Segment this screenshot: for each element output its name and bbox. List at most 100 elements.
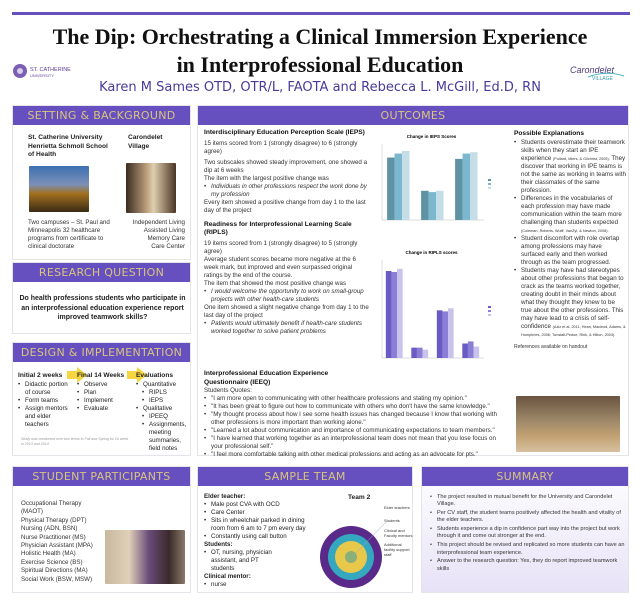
- ring-labels: Elder teachers Students Clinical and Fac…: [384, 505, 413, 557]
- ipeeq-section: Interprofessional Education Experience Q…: [204, 370, 509, 459]
- arrow-icon: [67, 367, 87, 383]
- chart-title: Change in RIPLS scores: [405, 250, 458, 255]
- team-details: Elder teacher: Male post CVA with OCDCar…: [204, 493, 312, 589]
- poster-title-line2: in Interprofessional Education: [176, 52, 464, 77]
- participant-item: Nurse Practitioner (MS): [21, 533, 86, 541]
- ripls-quote: Patients would ultimately benefit if hea…: [204, 320, 372, 336]
- summary-item: The project resulted in mutual benefit f…: [430, 494, 625, 509]
- explanation-item: Student discomfort with role overlap amo…: [514, 235, 626, 267]
- elder-label: Elder teacher:: [204, 493, 246, 500]
- outcomes-heading: OUTCOMES: [198, 106, 628, 125]
- chart-bar: [473, 346, 480, 358]
- design-col-evaluations: Evaluations QuantitativeRIPLSIEPSQualita…: [136, 372, 190, 453]
- col-title: Initial 2 weeks: [18, 372, 63, 379]
- chart-bar: [411, 347, 417, 358]
- service-item: Care Center: [151, 243, 185, 250]
- ieps-text: Two subscales showed steady improvement,…: [204, 158, 368, 174]
- chart-bar: [448, 308, 454, 358]
- col-title: Evaluations: [136, 372, 174, 379]
- design-heading: DESIGN & IMPLEMENTATION: [13, 343, 190, 362]
- st-catherine-logo: ST. CATHERINE UNIVERSITY: [12, 62, 72, 80]
- ipeeq-quotes: "I am more open to communicating with ot…: [204, 395, 509, 459]
- legend-swatch: [488, 183, 491, 185]
- legend-swatch: [488, 179, 491, 181]
- chart-bar: [416, 347, 423, 358]
- carondelet-services: Independent Living Assisted Living Memor…: [113, 219, 185, 251]
- research-heading: RESEARCH QUESTION: [13, 263, 190, 282]
- authors: Karen M Sames OTD, OTR/L, FAOTA and Rebe…: [99, 80, 541, 95]
- chart-axis: [381, 144, 484, 221]
- ipeeq-quote: "I have learned that working together as…: [204, 435, 509, 451]
- legend-swatch: [488, 187, 491, 189]
- chart-bar: [385, 270, 392, 358]
- stkate-title: St. Catherine University Henrietta Schmo…: [28, 134, 108, 158]
- list-item: Implement: [77, 397, 133, 405]
- ieps-chart: Change in IEPS Scores: [381, 134, 491, 221]
- ieps-text: Every item showed a positive change from…: [204, 198, 366, 214]
- chart-bar: [455, 158, 463, 220]
- team-diagram-title: Team 2: [348, 494, 371, 501]
- list-item: Evaluate: [77, 405, 133, 413]
- ipeeq-quote: "I am more open to communicating with ot…: [204, 395, 509, 403]
- setting-heading: SETTING & BACKGROUND: [13, 106, 190, 125]
- svg-text:UNIVERSITY: UNIVERSITY: [30, 73, 54, 78]
- ring-label: Clinical and Faculty mentors: [384, 528, 413, 538]
- participant-item: Social Work (BSW, MSW): [21, 575, 93, 583]
- ring-label: Additional facility support staff: [384, 542, 410, 557]
- chart-bar: [462, 343, 468, 358]
- ieps-text: 15 items scored from 1 (strongly disagre…: [204, 139, 358, 155]
- list-item: Plan: [77, 389, 133, 397]
- chart-bar: [421, 190, 429, 220]
- ieps-quote: Individuals in other professions respect…: [204, 183, 372, 199]
- participant-item: Physician Assistant (MPA): [21, 542, 93, 550]
- participant-item: Nursing (ADN, BSN): [21, 525, 78, 533]
- citation: (Pollard, Miers, & Gilchrist, 2005).: [553, 156, 610, 161]
- sample-team-heading: SAMPLE TEAM: [198, 467, 412, 486]
- explanation-text: Students may have had stereotypes about …: [521, 266, 624, 330]
- list-item: Assign mentors and elder teachers: [18, 405, 74, 429]
- ipeeq-intro: Students Quotes:: [204, 387, 252, 394]
- svg-text:ST. CATHERINE: ST. CATHERINE: [30, 67, 71, 73]
- service-item: Assisted Living: [143, 227, 185, 234]
- ripls-title: Readiness for Interprofessional Learning…: [204, 220, 352, 237]
- list-item: IEPS: [142, 397, 190, 405]
- svg-text:Carondelet: Carondelet: [570, 65, 615, 75]
- list-item: OT, nursing, physician assistant, and PT…: [204, 549, 279, 573]
- setting-panel: SETTING & BACKGROUND St. Catherine Unive…: [12, 105, 191, 260]
- participant-item: Physical Therapy (DPT): [21, 516, 87, 524]
- participant-item: Spiritual Directions (MA): [21, 567, 88, 575]
- ipeeq-quote: "I feel more comfortable talking with ot…: [204, 451, 509, 459]
- participant-item: Exercise Science (BS): [21, 558, 83, 566]
- explanation-text: They discover that working in IPE teams …: [521, 154, 626, 194]
- list-item: RIPLS: [142, 389, 190, 397]
- arrow-icon: [127, 367, 147, 383]
- chart-bar: [387, 157, 395, 220]
- participants-photo: [105, 530, 185, 584]
- ieps-section: Interdisciplinary Education Perception S…: [204, 129, 372, 336]
- legend-swatch: [488, 310, 491, 312]
- summary-item: Answer to the research question: Yes, th…: [430, 558, 625, 573]
- explanation-text: Differences in the vocabularies of each …: [521, 194, 622, 226]
- summary-item: Per CV staff, the student teams positive…: [430, 510, 625, 525]
- ripls-chart: Change in RIPLS scores: [381, 250, 491, 359]
- legend-swatch: [488, 306, 491, 308]
- list-item: IPEEQ: [142, 413, 190, 421]
- team-rings-diagram: [320, 522, 386, 588]
- chart-bar: [462, 153, 471, 220]
- svg-text:VILLAGE: VILLAGE: [592, 76, 614, 82]
- service-item: Independent Living: [132, 219, 185, 226]
- chart-bar: [422, 349, 429, 358]
- top-rule: [12, 12, 630, 15]
- ring-label: Elder teachers: [384, 505, 410, 510]
- explanations-title: Possible Explanations: [514, 130, 584, 137]
- list-item: Sits in wheelchair parked in dining room…: [204, 517, 312, 533]
- ripls-text: 19 items scored from 1 (strongly disagre…: [204, 239, 358, 255]
- service-item: Memory Care: [147, 235, 185, 242]
- research-panel: RESEARCH QUESTION Do health professions …: [12, 262, 191, 334]
- citation: (Aziz et al. 2011; Hean, Macleod, Adams,…: [521, 324, 626, 337]
- outcomes-panel: OUTCOMES Interdisciplinary Education Per…: [197, 105, 629, 459]
- legend-swatch: [488, 314, 491, 316]
- chart-bar: [442, 311, 449, 358]
- ieps-title: Interdisciplinary Education Perception S…: [204, 129, 365, 136]
- list-item: Observe: [77, 381, 133, 389]
